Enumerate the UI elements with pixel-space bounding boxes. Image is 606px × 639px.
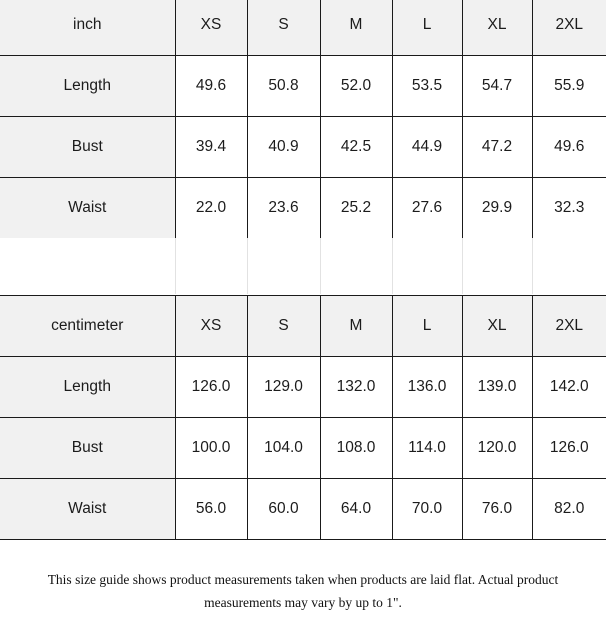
table-row: Length 126.0 129.0 132.0 136.0 139.0 142…: [0, 356, 606, 418]
cell-bust-s: 104.0: [246, 417, 320, 479]
cell-length-s: 50.8: [246, 55, 320, 117]
size-header-s: S: [246, 0, 320, 56]
cell-length-2xl: 55.9: [531, 55, 606, 117]
cell-bust-2xl: 49.6: [531, 116, 606, 178]
table-row: Bust 100.0 104.0 108.0 114.0 120.0 126.0: [0, 417, 606, 479]
row-label-length: Length: [0, 55, 175, 117]
cell-length-l: 136.0: [391, 356, 462, 418]
size-header-2xl: 2XL: [531, 0, 606, 56]
gap-divider-4: [392, 238, 393, 294]
cell-bust-s: 40.9: [246, 116, 320, 178]
cell-bust-l: 44.9: [391, 116, 462, 178]
cell-length-m: 52.0: [319, 55, 392, 117]
table-gap-spacer: [0, 238, 606, 294]
cell-bust-xl: 47.2: [461, 116, 532, 178]
size-guide-disclaimer: This size guide shows product measuremen…: [0, 568, 606, 614]
cell-bust-xl: 120.0: [461, 417, 532, 479]
cell-length-xl: 54.7: [461, 55, 532, 117]
cell-length-xl: 139.0: [461, 356, 532, 418]
disclaimer-line-1: This size guide shows product measuremen…: [47, 572, 559, 587]
disclaimer-line-2: measurements may vary by up to 1".: [204, 595, 402, 610]
cell-length-xs: 49.6: [174, 55, 247, 117]
cell-waist-xl: 76.0: [461, 478, 532, 540]
cell-waist-xs: 56.0: [174, 478, 247, 540]
size-header-l: L: [391, 0, 462, 56]
cell-bust-xs: 100.0: [174, 417, 247, 479]
gap-divider-5: [462, 238, 463, 294]
unit-label-inch: inch: [0, 0, 175, 56]
gap-divider-3: [320, 238, 321, 294]
cell-length-xs: 126.0: [174, 356, 247, 418]
size-header-xl: XL: [461, 0, 532, 56]
cell-waist-s: 60.0: [246, 478, 320, 540]
cell-bust-xs: 39.4: [174, 116, 247, 178]
cell-waist-2xl: 82.0: [531, 478, 606, 540]
unit-label-centimeter: centimeter: [0, 295, 175, 357]
table-row: Length 49.6 50.8 52.0 53.5 54.7 55.9: [0, 55, 606, 117]
row-label-bust: Bust: [0, 116, 175, 178]
row-label-waist: Waist: [0, 478, 175, 540]
table-row: Waist 56.0 60.0 64.0 70.0 76.0 82.0: [0, 478, 606, 540]
table-row: Waist 22.0 23.6 25.2 27.6 29.9 32.3: [0, 177, 606, 239]
cell-waist-s: 23.6: [246, 177, 320, 239]
size-header-s: S: [246, 295, 320, 357]
cell-waist-m: 25.2: [319, 177, 392, 239]
size-header-xl: XL: [461, 295, 532, 357]
size-header-l: L: [391, 295, 462, 357]
size-header-m: M: [319, 0, 392, 56]
cell-waist-xl: 29.9: [461, 177, 532, 239]
table-row: Bust 39.4 40.9 42.5 44.9 47.2 49.6: [0, 116, 606, 178]
gap-divider-1: [175, 238, 176, 294]
size-header-xs: XS: [174, 0, 247, 56]
cell-length-l: 53.5: [391, 55, 462, 117]
cell-waist-xs: 22.0: [174, 177, 247, 239]
size-header-2xl: 2XL: [531, 295, 606, 357]
cell-length-2xl: 142.0: [531, 356, 606, 418]
size-header-m: M: [319, 295, 392, 357]
size-header-xs: XS: [174, 295, 247, 357]
cell-waist-m: 64.0: [319, 478, 392, 540]
table-header-row: centimeter XS S M L XL 2XL: [0, 295, 606, 357]
row-label-bust: Bust: [0, 417, 175, 479]
cell-length-s: 129.0: [246, 356, 320, 418]
row-label-waist: Waist: [0, 177, 175, 239]
cell-bust-m: 42.5: [319, 116, 392, 178]
cell-waist-2xl: 32.3: [531, 177, 606, 239]
cell-waist-l: 27.6: [391, 177, 462, 239]
table-header-row: inch XS S M L XL 2XL: [0, 0, 606, 56]
cell-bust-m: 108.0: [319, 417, 392, 479]
cell-length-m: 132.0: [319, 356, 392, 418]
size-table-inch: inch XS S M L XL 2XL Length 49.6 50.8 52…: [0, 0, 606, 239]
cell-waist-l: 70.0: [391, 478, 462, 540]
gap-divider-6: [532, 238, 533, 294]
size-table-centimeter: centimeter XS S M L XL 2XL Length 126.0 …: [0, 295, 606, 540]
cell-bust-l: 114.0: [391, 417, 462, 479]
cell-bust-2xl: 126.0: [531, 417, 606, 479]
row-label-length: Length: [0, 356, 175, 418]
gap-divider-2: [247, 238, 248, 294]
